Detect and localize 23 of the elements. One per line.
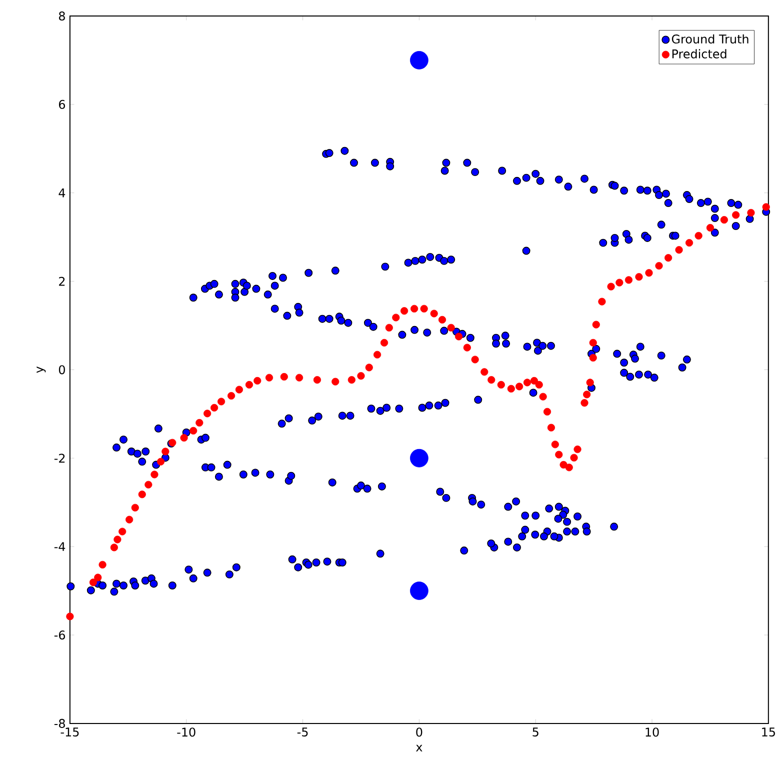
y-tick-label: -8: [54, 718, 65, 728]
y-tick-label: -6: [54, 630, 66, 640]
y-tick-label: 6: [58, 100, 66, 109]
x-tick-label: -10: [177, 727, 196, 736]
y-axis-title: y: [36, 366, 46, 373]
point: [410, 448, 428, 468]
x-tick-label: 10: [646, 727, 659, 736]
y-tick-label: 8: [58, 11, 65, 20]
x-tick-label: 0: [416, 727, 422, 736]
y-tick-label: 0: [58, 364, 65, 374]
x-tick-label: -5: [297, 727, 308, 736]
x-tick-label: 5: [532, 727, 538, 736]
legend-label: Ground Truth: [672, 34, 748, 44]
y-tick-label: -2: [54, 454, 65, 462]
x-axis-title: x: [416, 744, 422, 752]
x-tick-label: -15: [60, 727, 79, 736]
y-tick-label: 2: [59, 276, 65, 286]
x-tick-label: 15: [762, 727, 775, 736]
y-tick-label: -4: [54, 542, 66, 551]
y-tick-label: 4: [58, 188, 66, 197]
point: [410, 581, 428, 600]
legend-label: Predicted: [672, 48, 726, 58]
point: [410, 50, 428, 70]
